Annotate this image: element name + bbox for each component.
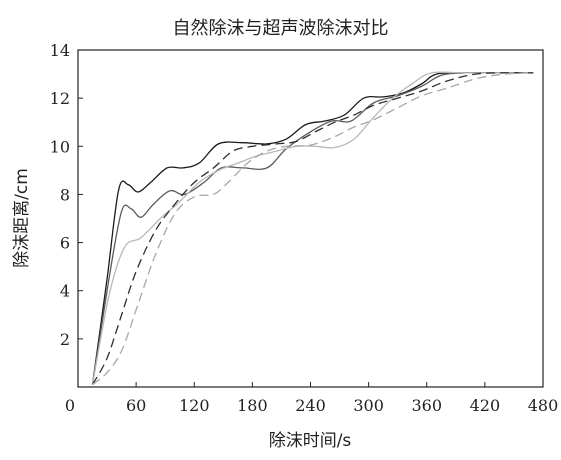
- x-tick-label: 300: [353, 396, 384, 415]
- y-tick-label: 2: [60, 330, 70, 349]
- x-tick-label: 360: [411, 396, 442, 415]
- y-tick-label: 10: [50, 137, 70, 156]
- y-tick-label: 4: [60, 282, 70, 301]
- series-line-1: [91, 72, 534, 385]
- series-line-2: [91, 72, 534, 385]
- y-tick-label: 14: [50, 41, 70, 60]
- x-tick-label: 60: [126, 396, 146, 415]
- y-tick-label: 6: [60, 234, 70, 253]
- x-tick-label: 480: [528, 396, 559, 415]
- series-line-5: [92, 72, 534, 386]
- x-axis-label: 除沫时间/s: [269, 431, 352, 451]
- series-line-4: [91, 72, 534, 385]
- y-axis-label: 除沫距离/cm: [12, 168, 32, 268]
- x-tick-label: 120: [179, 396, 210, 415]
- chart-title: 自然除沫与超声波除沫对比: [172, 18, 389, 39]
- x-tick-label: 420: [470, 396, 501, 415]
- x-tick-label: 180: [237, 396, 268, 415]
- x-tick-label: 0: [65, 396, 75, 415]
- x-tick-label: 240: [295, 396, 326, 415]
- y-tick-label: 8: [60, 185, 70, 204]
- y-tick-label: 12: [50, 89, 70, 108]
- plot-frame: [77, 49, 544, 388]
- series-line-3: [91, 71, 534, 385]
